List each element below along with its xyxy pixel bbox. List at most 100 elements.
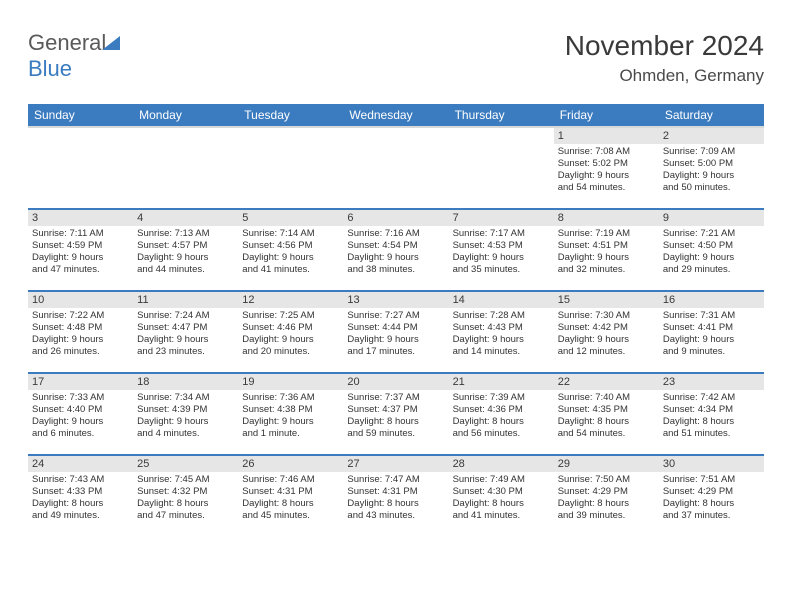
calendar-table: SundayMondayTuesdayWednesdayThursdayFrid… — [28, 104, 764, 537]
day-number: 1 — [554, 128, 659, 144]
calendar-day-cell — [133, 127, 238, 209]
day-number: 15 — [554, 292, 659, 308]
day-number: 6 — [343, 210, 448, 226]
day-number: 13 — [343, 292, 448, 308]
day-number: 21 — [449, 374, 554, 390]
day-details: Sunrise: 7:27 AMSunset: 4:44 PMDaylight:… — [343, 308, 448, 362]
calendar-week-row: 3Sunrise: 7:11 AMSunset: 4:59 PMDaylight… — [28, 209, 764, 291]
title-block: November 2024 Ohmden, Germany — [565, 30, 764, 86]
day-details: Sunrise: 7:37 AMSunset: 4:37 PMDaylight:… — [343, 390, 448, 444]
calendar-day-cell: 10Sunrise: 7:22 AMSunset: 4:48 PMDayligh… — [28, 291, 133, 373]
day-header: Friday — [554, 104, 659, 127]
calendar-day-cell: 28Sunrise: 7:49 AMSunset: 4:30 PMDayligh… — [449, 455, 554, 537]
day-number: 14 — [449, 292, 554, 308]
day-details: Sunrise: 7:25 AMSunset: 4:46 PMDaylight:… — [238, 308, 343, 362]
day-details: Sunrise: 7:42 AMSunset: 4:34 PMDaylight:… — [659, 390, 764, 444]
day-header: Monday — [133, 104, 238, 127]
day-details: Sunrise: 7:30 AMSunset: 4:42 PMDaylight:… — [554, 308, 659, 362]
calendar-day-cell: 12Sunrise: 7:25 AMSunset: 4:46 PMDayligh… — [238, 291, 343, 373]
day-number: 23 — [659, 374, 764, 390]
calendar-day-cell: 25Sunrise: 7:45 AMSunset: 4:32 PMDayligh… — [133, 455, 238, 537]
day-number: 17 — [28, 374, 133, 390]
day-number: 29 — [554, 456, 659, 472]
day-number: 8 — [554, 210, 659, 226]
brand-logo: General Blue — [28, 30, 120, 82]
day-header: Tuesday — [238, 104, 343, 127]
day-number: 3 — [28, 210, 133, 226]
calendar-day-cell: 8Sunrise: 7:19 AMSunset: 4:51 PMDaylight… — [554, 209, 659, 291]
logo-triangle-icon — [102, 36, 120, 50]
day-header: Saturday — [659, 104, 764, 127]
calendar-day-cell: 13Sunrise: 7:27 AMSunset: 4:44 PMDayligh… — [343, 291, 448, 373]
calendar-page: General Blue November 2024 Ohmden, Germa… — [0, 0, 792, 557]
brand-text: General Blue — [28, 30, 120, 82]
calendar-day-cell: 29Sunrise: 7:50 AMSunset: 4:29 PMDayligh… — [554, 455, 659, 537]
day-number: 4 — [133, 210, 238, 226]
day-number: 16 — [659, 292, 764, 308]
day-details: Sunrise: 7:08 AMSunset: 5:02 PMDaylight:… — [554, 144, 659, 198]
day-details: Sunrise: 7:19 AMSunset: 4:51 PMDaylight:… — [554, 226, 659, 280]
day-number: 25 — [133, 456, 238, 472]
day-details: Sunrise: 7:17 AMSunset: 4:53 PMDaylight:… — [449, 226, 554, 280]
day-number: 20 — [343, 374, 448, 390]
day-details: Sunrise: 7:47 AMSunset: 4:31 PMDaylight:… — [343, 472, 448, 526]
day-number: 5 — [238, 210, 343, 226]
day-details: Sunrise: 7:33 AMSunset: 4:40 PMDaylight:… — [28, 390, 133, 444]
calendar-day-cell: 14Sunrise: 7:28 AMSunset: 4:43 PMDayligh… — [449, 291, 554, 373]
calendar-day-cell: 17Sunrise: 7:33 AMSunset: 4:40 PMDayligh… — [28, 373, 133, 455]
day-number: 30 — [659, 456, 764, 472]
day-number: 27 — [343, 456, 448, 472]
day-details: Sunrise: 7:11 AMSunset: 4:59 PMDaylight:… — [28, 226, 133, 280]
calendar-day-cell: 6Sunrise: 7:16 AMSunset: 4:54 PMDaylight… — [343, 209, 448, 291]
day-details: Sunrise: 7:34 AMSunset: 4:39 PMDaylight:… — [133, 390, 238, 444]
day-details — [449, 132, 554, 138]
day-number: 7 — [449, 210, 554, 226]
calendar-day-cell: 21Sunrise: 7:39 AMSunset: 4:36 PMDayligh… — [449, 373, 554, 455]
day-details: Sunrise: 7:14 AMSunset: 4:56 PMDaylight:… — [238, 226, 343, 280]
calendar-day-cell: 19Sunrise: 7:36 AMSunset: 4:38 PMDayligh… — [238, 373, 343, 455]
calendar-body: 1Sunrise: 7:08 AMSunset: 5:02 PMDaylight… — [28, 127, 764, 537]
calendar-day-cell: 18Sunrise: 7:34 AMSunset: 4:39 PMDayligh… — [133, 373, 238, 455]
calendar-day-cell: 26Sunrise: 7:46 AMSunset: 4:31 PMDayligh… — [238, 455, 343, 537]
calendar-day-cell: 7Sunrise: 7:17 AMSunset: 4:53 PMDaylight… — [449, 209, 554, 291]
calendar-day-cell: 4Sunrise: 7:13 AMSunset: 4:57 PMDaylight… — [133, 209, 238, 291]
day-number: 26 — [238, 456, 343, 472]
day-number: 10 — [28, 292, 133, 308]
day-number: 28 — [449, 456, 554, 472]
month-title: November 2024 — [565, 30, 764, 62]
calendar-day-cell: 9Sunrise: 7:21 AMSunset: 4:50 PMDaylight… — [659, 209, 764, 291]
calendar-week-row: 1Sunrise: 7:08 AMSunset: 5:02 PMDaylight… — [28, 127, 764, 209]
day-details: Sunrise: 7:40 AMSunset: 4:35 PMDaylight:… — [554, 390, 659, 444]
calendar-day-cell: 22Sunrise: 7:40 AMSunset: 4:35 PMDayligh… — [554, 373, 659, 455]
calendar-day-cell: 20Sunrise: 7:37 AMSunset: 4:37 PMDayligh… — [343, 373, 448, 455]
brand-part1: General — [28, 30, 106, 55]
calendar-day-cell: 11Sunrise: 7:24 AMSunset: 4:47 PMDayligh… — [133, 291, 238, 373]
day-details: Sunrise: 7:16 AMSunset: 4:54 PMDaylight:… — [343, 226, 448, 280]
calendar-day-cell — [343, 127, 448, 209]
day-details: Sunrise: 7:21 AMSunset: 4:50 PMDaylight:… — [659, 226, 764, 280]
day-details: Sunrise: 7:09 AMSunset: 5:00 PMDaylight:… — [659, 144, 764, 198]
calendar-day-cell: 27Sunrise: 7:47 AMSunset: 4:31 PMDayligh… — [343, 455, 448, 537]
calendar-day-cell: 3Sunrise: 7:11 AMSunset: 4:59 PMDaylight… — [28, 209, 133, 291]
day-header: Wednesday — [343, 104, 448, 127]
day-number: 18 — [133, 374, 238, 390]
calendar-day-cell: 2Sunrise: 7:09 AMSunset: 5:00 PMDaylight… — [659, 127, 764, 209]
day-details: Sunrise: 7:24 AMSunset: 4:47 PMDaylight:… — [133, 308, 238, 362]
day-details: Sunrise: 7:50 AMSunset: 4:29 PMDaylight:… — [554, 472, 659, 526]
calendar-day-cell: 16Sunrise: 7:31 AMSunset: 4:41 PMDayligh… — [659, 291, 764, 373]
day-details — [343, 132, 448, 138]
day-details: Sunrise: 7:39 AMSunset: 4:36 PMDaylight:… — [449, 390, 554, 444]
day-details: Sunrise: 7:51 AMSunset: 4:29 PMDaylight:… — [659, 472, 764, 526]
calendar-day-cell: 24Sunrise: 7:43 AMSunset: 4:33 PMDayligh… — [28, 455, 133, 537]
day-details — [28, 132, 133, 138]
day-details: Sunrise: 7:28 AMSunset: 4:43 PMDaylight:… — [449, 308, 554, 362]
day-details: Sunrise: 7:22 AMSunset: 4:48 PMDaylight:… — [28, 308, 133, 362]
calendar-week-row: 10Sunrise: 7:22 AMSunset: 4:48 PMDayligh… — [28, 291, 764, 373]
day-header: Thursday — [449, 104, 554, 127]
day-number: 11 — [133, 292, 238, 308]
calendar-header-row: SundayMondayTuesdayWednesdayThursdayFrid… — [28, 104, 764, 127]
calendar-day-cell — [238, 127, 343, 209]
calendar-day-cell — [449, 127, 554, 209]
location-label: Ohmden, Germany — [565, 66, 764, 86]
day-number: 12 — [238, 292, 343, 308]
